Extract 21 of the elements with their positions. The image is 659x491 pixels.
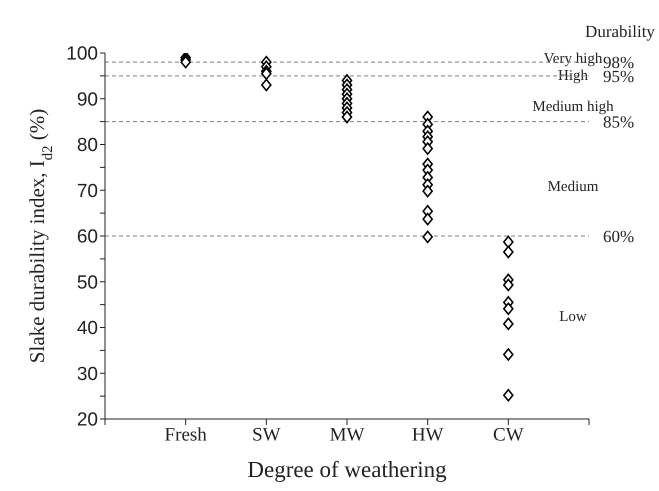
x-tick-label: CW (493, 424, 524, 446)
x-tick-label: HW (412, 424, 444, 446)
annotation: High (558, 68, 588, 85)
ref-line-label: 60% (603, 227, 634, 246)
annotation: Very high (544, 51, 602, 68)
text: Durability (585, 22, 655, 42)
y-tick-label: 80 (76, 135, 98, 156)
x-tick-label: MW (330, 424, 364, 446)
y-tick-label: 50 (76, 272, 98, 294)
y-tick-label: 60 (76, 226, 98, 248)
x-tick-label: SW (252, 424, 281, 446)
annotation: Low (559, 309, 587, 326)
x-tick-label: Fresh (164, 424, 208, 446)
y-tick-label: 70 (76, 180, 98, 202)
y-tick-label: 100 (66, 44, 98, 65)
annotation: Medium (548, 179, 598, 196)
y-tick-label: 20 (76, 410, 98, 431)
y-tick-label: 30 (76, 364, 98, 385)
x-axis-title: Degree of weathering (247, 457, 448, 482)
y-tick-label: 40 (76, 318, 98, 340)
y-tick-label: 90 (76, 89, 98, 110)
